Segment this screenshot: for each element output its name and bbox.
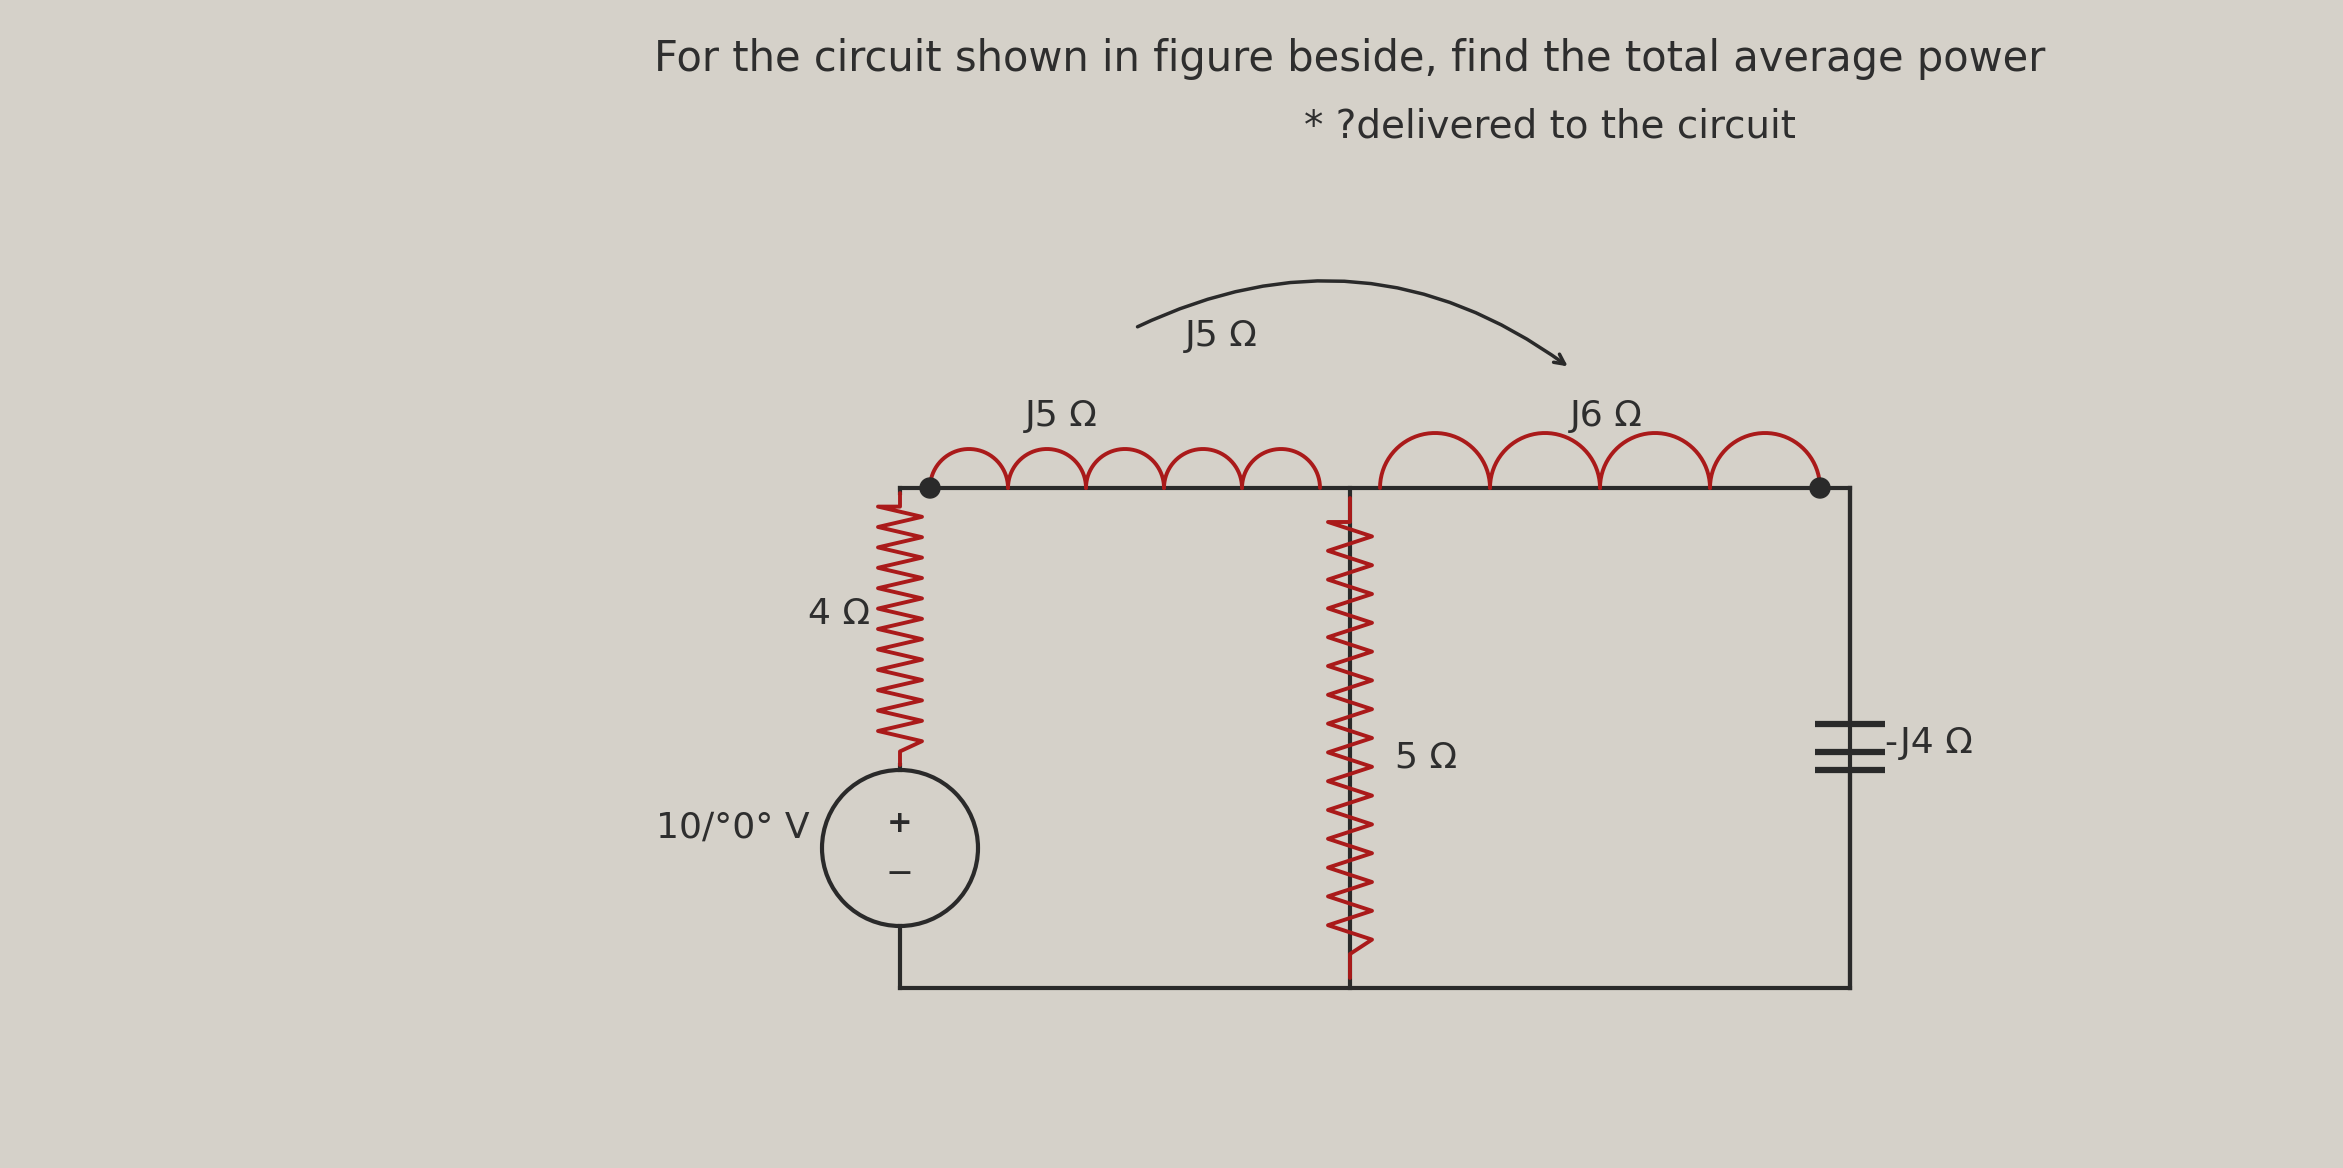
Text: J5 Ω: J5 Ω xyxy=(1024,399,1099,433)
Text: 10∕°0° V: 10∕°0° V xyxy=(656,811,811,844)
Text: J5 Ω: J5 Ω xyxy=(1186,319,1258,353)
Circle shape xyxy=(1811,478,1830,498)
Circle shape xyxy=(921,478,940,498)
Text: For the circuit shown in figure beside, find the total average power: For the circuit shown in figure beside, … xyxy=(654,39,2045,79)
Text: J6 Ω: J6 Ω xyxy=(1570,399,1642,433)
Text: 4 Ω: 4 Ω xyxy=(808,597,869,631)
Text: 5 Ω: 5 Ω xyxy=(1394,741,1457,776)
Text: * ?delivered to the circuit: * ?delivered to the circuit xyxy=(1305,107,1797,146)
Text: −: − xyxy=(886,856,914,890)
Text: -J4 Ω: -J4 Ω xyxy=(1886,726,1973,760)
Text: +: + xyxy=(888,808,914,837)
